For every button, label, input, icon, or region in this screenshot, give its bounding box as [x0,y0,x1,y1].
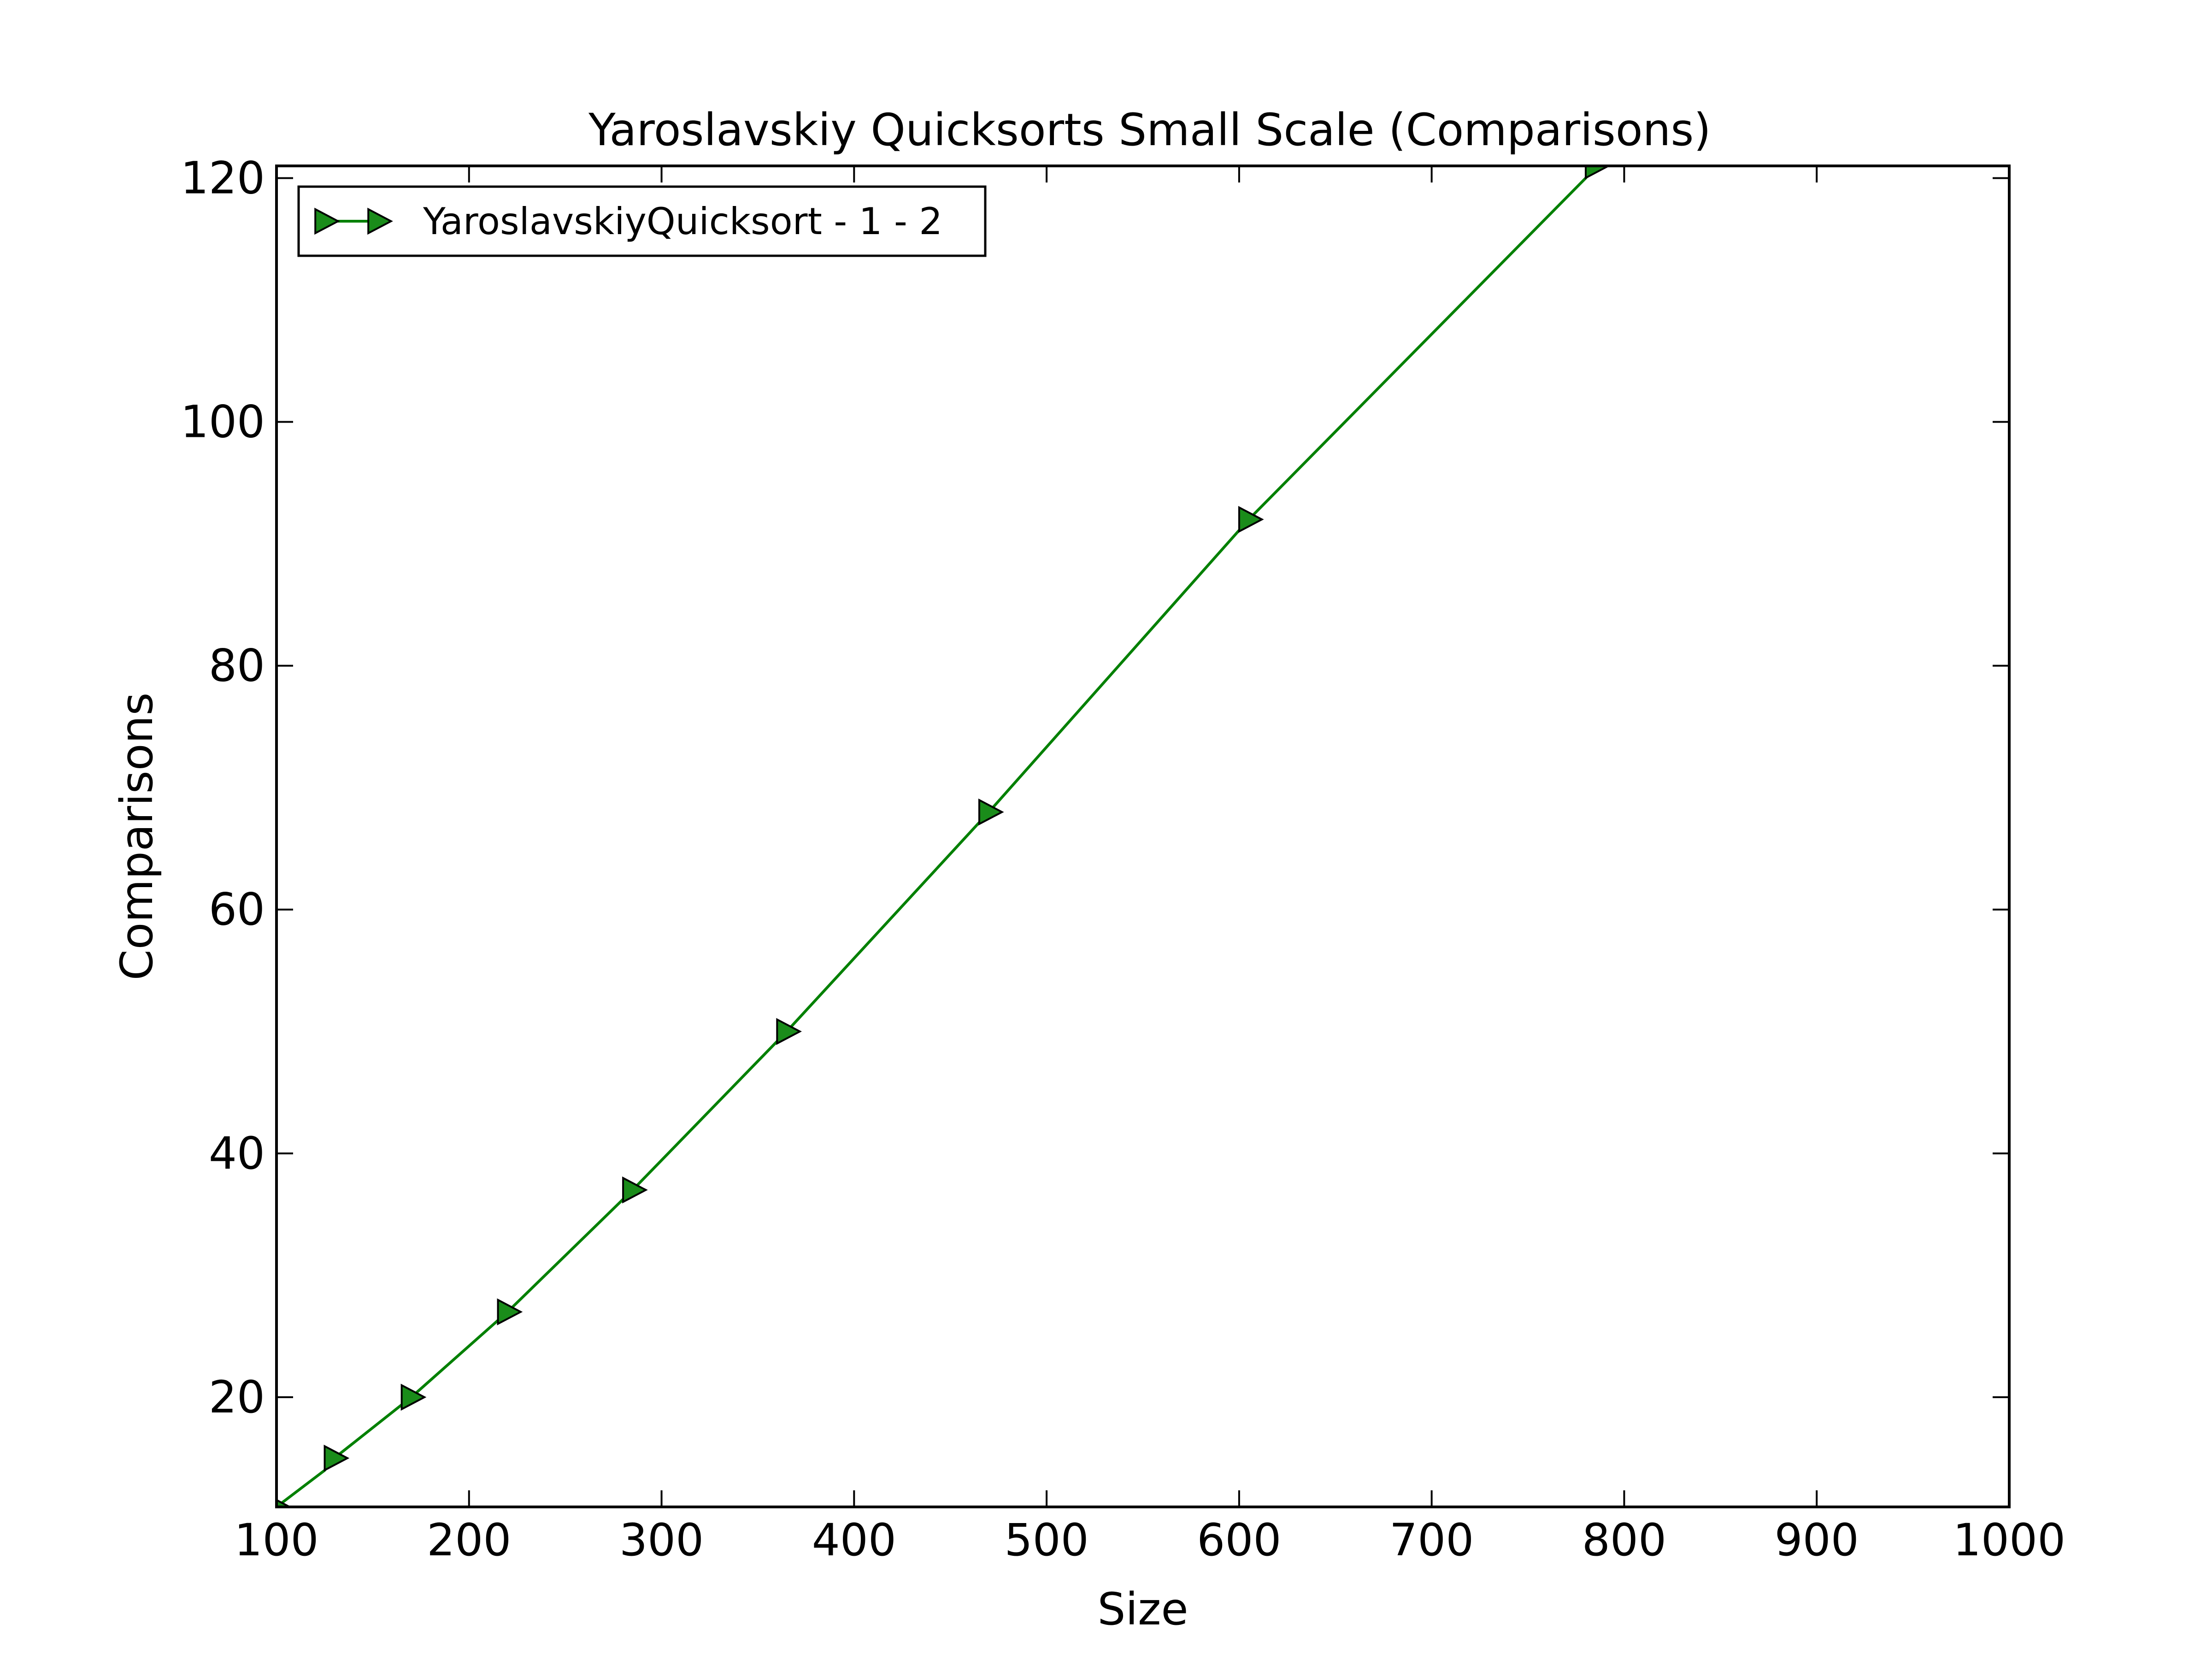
legend-box [297,185,987,257]
tick-layer: 100 200 300 400 500 600 700 800 900 1000 20 40 60 80 1… [181,152,2065,1566]
x-tick-label: 500 [1004,1514,1088,1566]
series-layer [276,166,1611,1507]
x-tick-label: 400 [812,1514,896,1566]
y-tick-label: 100 [181,396,265,448]
data-point-marker [276,1499,292,1507]
x-tick-label: 300 [619,1514,704,1566]
x-tick-label: 700 [1389,1514,1474,1566]
legend: YaroslavskiyQuicksort - 1 - 2 [297,185,987,257]
legend-swatch-marker [314,207,340,235]
y-tick-label: 20 [209,1371,265,1423]
data-point-marker [622,1176,648,1204]
data-point-marker [324,1444,350,1472]
data-point-marker [978,798,1004,826]
data-point-marker [1238,506,1264,533]
x-tick-label: 1000 [1953,1514,2065,1566]
axes-frame [275,165,2011,1508]
y-tick-label: 40 [209,1128,265,1179]
x-tick-label: 200 [427,1514,511,1566]
data-point-marker [1584,166,1611,180]
plot-area: 100 200 300 400 500 600 700 800 900 1000 20 40 60 80 1… [181,152,2065,1566]
data-point-marker [400,1383,427,1411]
x-tick-label: 900 [1775,1514,1859,1566]
chart-title: Yaroslavskiy Quicksorts Small Scale (Com… [588,104,1711,156]
x-tick-label: 600 [1197,1514,1281,1566]
series-group [276,166,1611,1507]
y-axis-label: Comparisons [111,693,163,981]
legend-swatch-marker [367,207,393,235]
y-tick-label: 80 [209,640,265,692]
x-tick-label: 100 [234,1514,318,1566]
data-point-marker [497,1298,523,1326]
data-point-marker [776,1018,802,1045]
axes-background [276,166,2009,1507]
x-tick-label: 800 [1582,1514,1666,1566]
y-tick-label: 60 [209,884,265,935]
x-axis-label: Size [1097,1583,1188,1635]
legend-label: YaroslavskiyQuicksort - 1 - 2 [423,200,942,243]
y-tick-label: 120 [181,152,265,204]
